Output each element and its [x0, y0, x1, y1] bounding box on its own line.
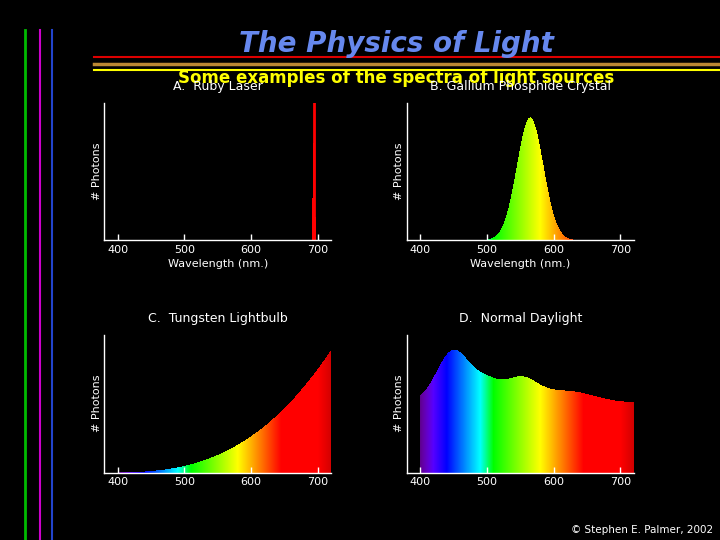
Text: The Physics of Light: The Physics of Light: [238, 30, 554, 58]
Y-axis label: # Photons: # Photons: [91, 143, 102, 200]
X-axis label: Wavelength (nm.): Wavelength (nm.): [168, 259, 268, 269]
Y-axis label: # Photons: # Photons: [394, 143, 404, 200]
Text: C.  Tungsten Lightbulb: C. Tungsten Lightbulb: [148, 312, 288, 325]
X-axis label: Wavelength (nm.): Wavelength (nm.): [470, 259, 570, 269]
Y-axis label: # Photons: # Photons: [394, 375, 404, 433]
Text: © Stephen E. Palmer, 2002: © Stephen E. Palmer, 2002: [571, 524, 713, 535]
Y-axis label: # Photons: # Photons: [91, 375, 102, 433]
Text: B. Gallium Phosphide Crystal: B. Gallium Phosphide Crystal: [430, 80, 611, 93]
Text: Some examples of the spectra of light sources: Some examples of the spectra of light so…: [178, 69, 614, 87]
Text: A.  Ruby Laser: A. Ruby Laser: [173, 80, 263, 93]
Text: D.  Normal Daylight: D. Normal Daylight: [459, 312, 582, 325]
